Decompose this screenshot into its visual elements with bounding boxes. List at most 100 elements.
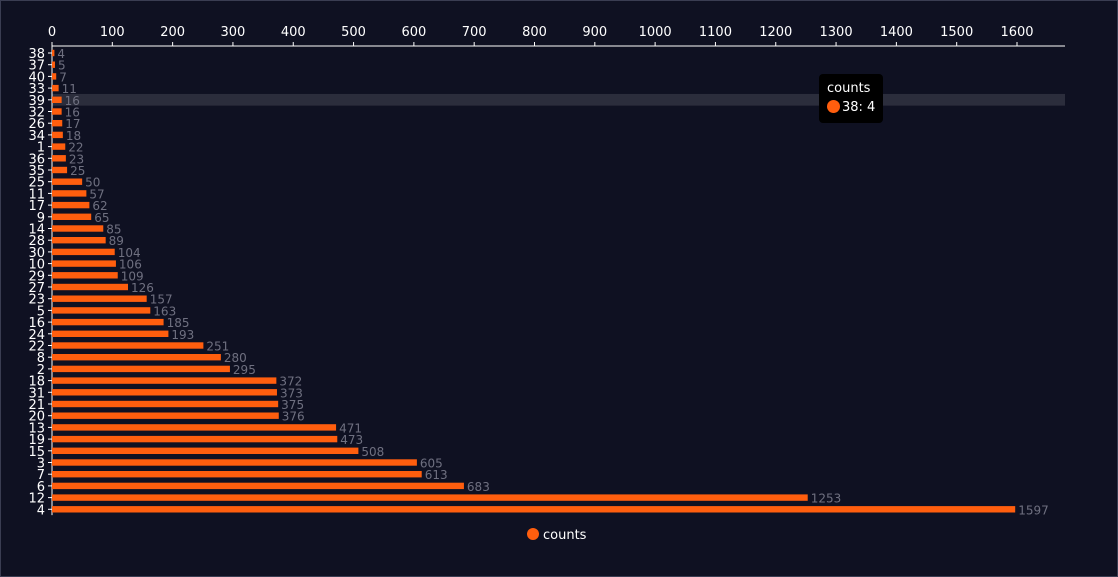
data-label: 295	[233, 363, 256, 377]
y-tick-label: 34	[28, 129, 45, 144]
bar	[52, 201, 90, 209]
legend[interactable]: counts	[527, 527, 586, 545]
bar	[52, 494, 808, 501]
y-tick-label: 21	[28, 398, 45, 413]
data-label: 683	[467, 480, 490, 494]
bar	[52, 295, 147, 302]
y-tick-label: 13	[28, 421, 45, 436]
bar	[52, 84, 59, 92]
bar	[52, 272, 118, 279]
highlight-band	[52, 93, 1065, 106]
data-label: 23	[69, 152, 84, 166]
y-tick-label: 11	[28, 187, 45, 202]
bar	[52, 424, 337, 431]
bar	[52, 225, 104, 232]
y-tick-label: 25	[28, 176, 45, 191]
y-tick-label: 2	[37, 363, 45, 378]
bar	[52, 49, 55, 57]
data-label: 65	[94, 211, 109, 225]
y-tick-label: 39	[28, 94, 45, 109]
x-tick-label: 1300	[820, 25, 853, 40]
bar	[52, 354, 221, 361]
data-label: 372	[279, 375, 302, 389]
bar	[52, 155, 66, 162]
data-label: 18	[66, 129, 81, 143]
bar	[52, 365, 230, 373]
x-tick-label: 1400	[880, 25, 913, 40]
data-label: 89	[109, 234, 124, 248]
bar	[52, 108, 62, 115]
y-tick-label: 15	[28, 445, 45, 460]
bar	[52, 307, 151, 314]
tooltip-title: counts	[827, 81, 871, 96]
bar	[52, 447, 359, 454]
bar	[52, 213, 92, 220]
data-label: 62	[92, 199, 107, 213]
legend-dot-icon	[527, 528, 539, 540]
bar	[52, 283, 128, 291]
bar	[52, 400, 279, 408]
y-tick-label: 18	[28, 375, 45, 390]
data-label: 106	[119, 258, 142, 272]
tooltip-entry: 38: 4	[827, 98, 875, 117]
y-tick-label: 19	[28, 433, 45, 448]
bar	[52, 412, 279, 419]
data-label: 16	[65, 94, 80, 108]
bar	[52, 260, 116, 267]
y-tick-label: 9	[37, 211, 45, 226]
bar	[52, 389, 277, 396]
bar	[52, 120, 63, 127]
bar	[52, 178, 83, 185]
y-tick-label: 31	[28, 386, 45, 401]
data-label: 376	[282, 410, 305, 424]
bar	[52, 435, 338, 443]
y-tick-label: 14	[28, 223, 45, 238]
data-label: 193	[171, 328, 194, 342]
bar	[52, 459, 417, 466]
x-tick-label: 100	[100, 25, 125, 40]
bar	[52, 471, 422, 478]
data-label: 16	[65, 106, 80, 120]
data-label: 7	[59, 70, 67, 84]
y-tick-label: 29	[28, 269, 45, 284]
data-label: 109	[121, 269, 144, 283]
y-tick-label: 16	[28, 316, 45, 331]
y-tick-label: 28	[28, 234, 45, 249]
y-tick-label: 24	[28, 328, 45, 343]
x-tick-label: 1600	[1000, 25, 1033, 40]
x-tick-label: 700	[462, 25, 487, 40]
data-label: 473	[340, 433, 363, 447]
data-label: 471	[339, 421, 362, 435]
bar	[52, 248, 115, 256]
data-label: 5	[58, 59, 66, 73]
data-label: 1253	[811, 492, 842, 506]
bar	[52, 318, 164, 326]
data-label: 85	[106, 223, 121, 237]
data-label: 605	[420, 457, 443, 471]
y-tick-label: 8	[37, 351, 45, 366]
bar	[52, 237, 106, 244]
bar	[52, 377, 277, 384]
data-label: 163	[153, 304, 176, 318]
data-label: 375	[281, 398, 304, 412]
data-label: 185	[167, 316, 190, 330]
y-tick-label: 38	[28, 47, 45, 62]
bar	[52, 73, 57, 80]
y-tick-label: 6	[37, 480, 45, 495]
series-dot-icon	[827, 100, 840, 113]
x-tick-label: 1500	[940, 25, 973, 40]
x-tick-label: 1100	[699, 25, 732, 40]
x-tick-label: 600	[401, 25, 426, 40]
x-tick-label: 400	[281, 25, 306, 40]
bar	[52, 190, 87, 197]
data-label: 126	[131, 281, 154, 295]
tooltip-value: 38: 4	[842, 100, 876, 115]
data-label: 1597	[1018, 503, 1049, 517]
y-tick-label: 7	[37, 468, 45, 483]
data-label: 57	[89, 187, 104, 201]
data-label: 11	[62, 82, 77, 96]
bar	[52, 143, 66, 150]
bar	[52, 482, 464, 490]
bar	[52, 96, 62, 103]
